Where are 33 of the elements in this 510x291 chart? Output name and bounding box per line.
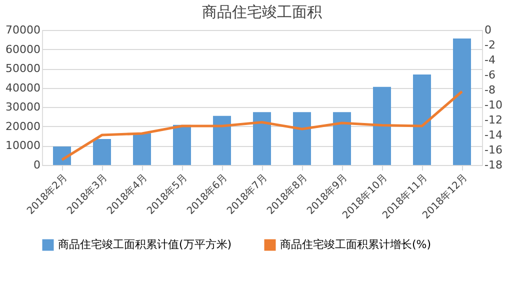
y-tick-label: 20000 — [6, 120, 40, 133]
y2-tick-label: -4 — [484, 54, 496, 66]
y2-tick-label: -2 — [484, 38, 496, 52]
y2-tick-label: -6 — [484, 68, 496, 82]
y2-tick-label: 0 — [484, 24, 492, 36]
y-tick-label: 60000 — [6, 42, 40, 56]
bar — [53, 146, 71, 165]
bar — [133, 133, 151, 165]
y-tick-label: 50000 — [6, 62, 40, 76]
bar — [253, 112, 271, 165]
bar — [333, 112, 351, 165]
y2-tick-label: -18 — [484, 158, 502, 172]
bar — [293, 112, 311, 165]
bar — [173, 124, 191, 165]
y2-tick-label: -12 — [484, 114, 502, 126]
bar — [93, 138, 111, 165]
y-tick-label: 40000 — [6, 81, 40, 94]
bar — [373, 86, 391, 165]
legend-label: 商品住宅竣工面积累计值(万平方米) — [58, 238, 232, 251]
y2-tick-label: -10 — [484, 98, 502, 112]
line-series — [60, 90, 464, 161]
bar — [453, 38, 471, 165]
y-tick-label: 10000 — [6, 139, 40, 152]
legend-label: 商品住宅竣工面积累计增长(%) — [280, 238, 432, 251]
y2-tick-label: -14 — [484, 128, 502, 142]
y-tick-label: 70000 — [6, 24, 40, 36]
bar — [213, 116, 231, 165]
bar — [413, 74, 431, 165]
y2-tick-label: -8 — [484, 84, 496, 96]
y2-tick-label: -16 — [484, 144, 502, 156]
y-tick-label: 0 — [34, 158, 40, 172]
chart-title: 商品住宅竣工面积 — [202, 3, 322, 21]
y-tick-label: 30000 — [6, 100, 40, 114]
